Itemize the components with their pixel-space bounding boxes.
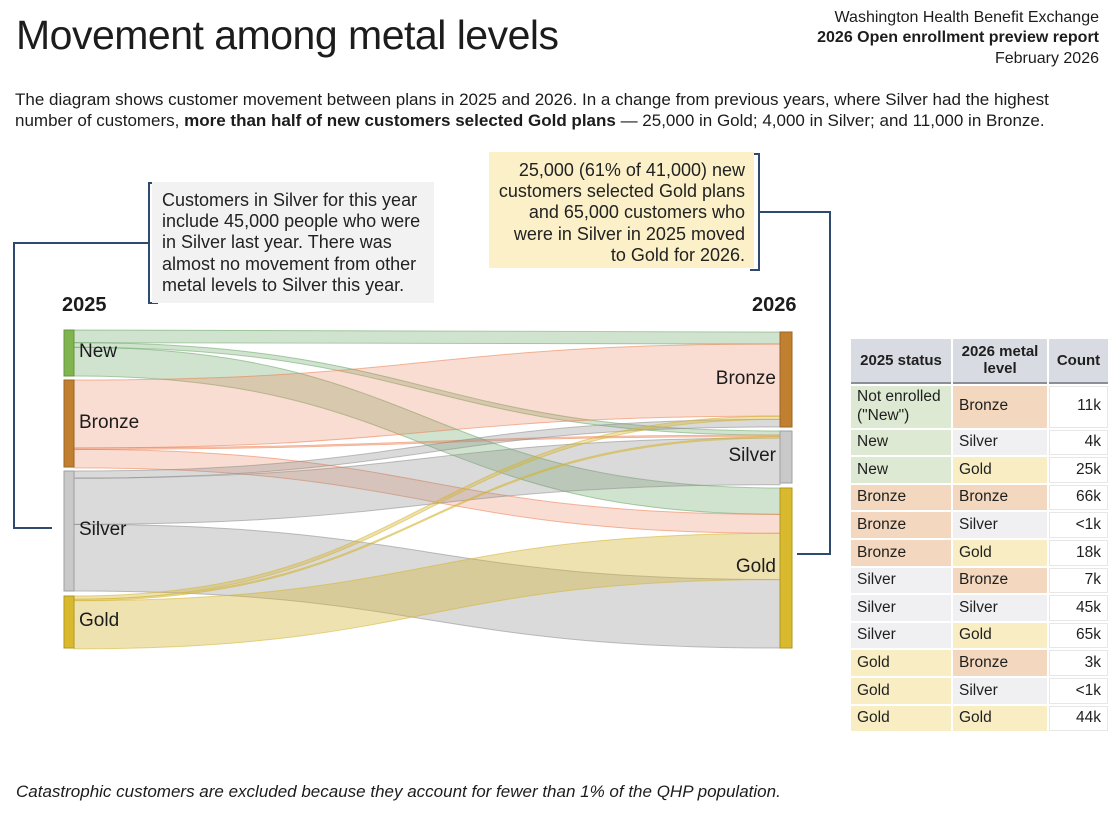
count-cell: <1k xyxy=(1049,512,1108,539)
node-label-gold-2026: Gold xyxy=(735,556,776,577)
node-label-bronze-2025: Bronze xyxy=(79,411,140,433)
table-header-row: 2025 status 2026 metal level Count xyxy=(851,339,1108,384)
node-label-new-2025: New xyxy=(79,341,118,362)
col-header-2025-status: 2025 status xyxy=(851,339,951,384)
sankey-flow-silver-to-silver xyxy=(73,437,781,525)
count-cell: 66k xyxy=(1049,484,1108,511)
sankey-node-new-2025 xyxy=(63,329,75,377)
sankey-flow-new-to-gold xyxy=(73,346,781,515)
status-cell: Bronze xyxy=(953,484,1047,511)
year-label-2026: 2026 xyxy=(752,294,797,316)
sankey-flow-gold-to-silver xyxy=(73,436,781,602)
status-cell: Silver xyxy=(953,512,1047,539)
node-label-gold-2025: Gold xyxy=(79,610,120,631)
movement-table: 2025 status 2026 metal level Count Not e… xyxy=(849,337,1110,733)
table-row: New Silver 4k xyxy=(851,429,1108,456)
table-row: Silver Silver 45k xyxy=(851,595,1108,621)
table-row: New Gold 25k xyxy=(851,457,1108,483)
status-cell: Gold xyxy=(953,540,1047,566)
count-cell: 45k xyxy=(1049,595,1108,621)
status-cell: Not enrolled ("New") xyxy=(851,385,951,428)
status-cell: Silver xyxy=(953,429,1047,456)
report-name: 2026 Open enrollment preview report xyxy=(817,29,1099,47)
status-cell: Gold xyxy=(953,457,1047,483)
node-label-silver-2026: Silver xyxy=(728,445,776,466)
status-cell: Gold xyxy=(953,622,1047,649)
status-cell: Silver xyxy=(953,678,1047,704)
count-cell: 11k xyxy=(1049,385,1108,428)
node-label-bronze-2026: Bronze xyxy=(715,367,776,389)
count-cell: 18k xyxy=(1049,540,1108,566)
status-cell: Bronze xyxy=(953,567,1047,594)
count-cell: 4k xyxy=(1049,429,1108,456)
page-title: Movement among metal levels xyxy=(16,12,559,58)
org-name: Washington Health Benefit Exchange xyxy=(834,9,1099,26)
status-cell: Silver xyxy=(851,567,951,594)
sankey-node-bronze-2026 xyxy=(779,331,793,428)
status-cell: Bronze xyxy=(851,540,951,566)
sankey-flow-new-to-bronze xyxy=(73,329,781,345)
count-cell: 44k xyxy=(1049,705,1108,732)
table-row: Not enrolled ("New") Bronze 11k xyxy=(851,385,1108,428)
sankey-flow-bronze-to-gold xyxy=(73,448,781,534)
sankey-flow-bronze-to-bronze xyxy=(73,343,781,449)
sankey-node-bronze-2025 xyxy=(63,379,75,468)
year-label-2025: 2025 xyxy=(62,294,107,316)
status-cell: Silver xyxy=(851,595,951,621)
status-cell: Gold xyxy=(953,705,1047,732)
count-cell: 25k xyxy=(1049,457,1108,483)
status-cell: New xyxy=(851,429,951,456)
callout-silver-connector xyxy=(13,242,149,529)
sankey-node-gold-2025 xyxy=(63,595,75,649)
status-cell: Bronze xyxy=(953,385,1047,428)
table-row: Gold Gold 44k xyxy=(851,705,1108,732)
sankey-node-silver-2025 xyxy=(63,470,75,592)
count-cell: <1k xyxy=(1049,678,1108,704)
sankey-flow-silver-to-bronze xyxy=(73,418,781,479)
count-cell: 3k xyxy=(1049,650,1108,677)
status-cell: Bronze xyxy=(851,512,951,539)
sankey-node-silver-2026 xyxy=(779,430,793,484)
node-label-silver-2025: Silver xyxy=(79,519,127,540)
report-date: February 2026 xyxy=(994,49,1099,67)
table-row: Gold Silver <1k xyxy=(851,678,1108,704)
col-header-count: Count xyxy=(1049,339,1108,384)
intro-text-start: The diagram shows customer movement betw… xyxy=(15,90,1049,131)
intro-text-bold: more than half of new customers selected… xyxy=(184,111,616,131)
status-cell: Silver xyxy=(953,595,1047,621)
status-cell: Gold xyxy=(851,678,951,704)
status-cell: Silver xyxy=(851,622,951,649)
count-cell: 65k xyxy=(1049,622,1108,649)
callout-gold: 25,000 (61% of 41,000) new customers sel… xyxy=(489,152,754,268)
table-row: Gold Bronze 3k xyxy=(851,650,1108,677)
intro-text: The diagram shows customer movement betw… xyxy=(15,89,1101,132)
table-row: Bronze Silver <1k xyxy=(851,512,1108,539)
footnote: Catastrophic customers are excluded beca… xyxy=(16,782,781,801)
intro-text-end: — 25,000 in Gold; 4,000 in Silver; and 1… xyxy=(615,111,1045,131)
status-cell: Gold xyxy=(851,705,951,732)
sankey-flow-silver-to-gold xyxy=(73,523,781,649)
sankey-flow-gold-to-bronze xyxy=(73,415,781,600)
table-row: Bronze Bronze 66k xyxy=(851,484,1108,511)
table-row: Bronze Gold 18k xyxy=(851,540,1108,566)
report-header: Washington Health Benefit Exchange 2026 … xyxy=(817,8,1099,69)
table-body: Not enrolled ("New") Bronze 11k New Silver 4k… xyxy=(851,385,1108,732)
col-header-2026-metal-level: 2026 metal level xyxy=(953,339,1047,384)
callout-silver: Customers in Silver for this year includ… xyxy=(152,182,434,303)
status-cell: Bronze xyxy=(953,650,1047,677)
status-cell: New xyxy=(851,457,951,483)
sankey-flow-bronze-to-silver xyxy=(73,434,781,450)
table-row: Silver Gold 65k xyxy=(851,622,1108,649)
sankey-flow-new-to-silver xyxy=(73,342,781,436)
count-cell: 7k xyxy=(1049,567,1108,594)
table-row: Silver Bronze 7k xyxy=(851,567,1108,594)
status-cell: Bronze xyxy=(851,484,951,511)
status-cell: Gold xyxy=(851,650,951,677)
sankey-flow-gold-to-gold xyxy=(73,532,781,650)
sankey-node-gold-2026 xyxy=(779,487,793,649)
